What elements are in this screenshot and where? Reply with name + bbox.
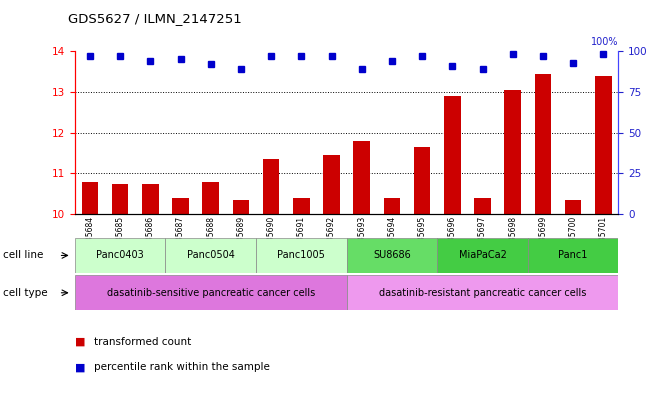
Text: Panc1005: Panc1005 — [277, 250, 326, 261]
Bar — [414, 147, 430, 214]
Bar — [474, 198, 491, 214]
Bar — [505, 90, 521, 214]
Bar — [353, 141, 370, 214]
Bar — [444, 96, 461, 214]
Text: Panc0504: Panc0504 — [187, 250, 235, 261]
Text: cell type: cell type — [3, 288, 48, 298]
Bar — [437, 238, 528, 273]
Text: dasatinib-sensitive pancreatic cancer cells: dasatinib-sensitive pancreatic cancer ce… — [107, 288, 315, 298]
Bar — [346, 275, 618, 310]
Text: Panc0403: Panc0403 — [96, 250, 144, 261]
Text: MiaPaCa2: MiaPaCa2 — [458, 250, 506, 261]
Bar — [256, 238, 346, 273]
Bar — [81, 182, 98, 214]
Bar — [383, 198, 400, 214]
Text: percentile rank within the sample: percentile rank within the sample — [94, 362, 270, 373]
Bar — [595, 75, 612, 214]
Bar — [75, 238, 165, 273]
Bar — [202, 182, 219, 214]
Bar — [75, 275, 346, 310]
Text: dasatinib-resistant pancreatic cancer cells: dasatinib-resistant pancreatic cancer ce… — [379, 288, 587, 298]
Text: Panc1: Panc1 — [559, 250, 588, 261]
Bar — [565, 200, 581, 214]
Bar — [173, 198, 189, 214]
Bar — [232, 200, 249, 214]
Bar — [293, 198, 310, 214]
Bar — [534, 73, 551, 214]
Bar — [142, 184, 159, 214]
Text: transformed count: transformed count — [94, 337, 191, 347]
Text: cell line: cell line — [3, 250, 44, 261]
Text: SU8686: SU8686 — [373, 250, 411, 261]
Bar — [112, 184, 128, 214]
Bar — [324, 155, 340, 214]
Bar — [346, 238, 437, 273]
Bar — [263, 159, 279, 214]
Text: ■: ■ — [75, 337, 85, 347]
Text: ■: ■ — [75, 362, 85, 373]
Bar — [165, 238, 256, 273]
Bar — [528, 238, 618, 273]
Text: GDS5627 / ILMN_2147251: GDS5627 / ILMN_2147251 — [68, 12, 242, 25]
Text: 100%: 100% — [591, 37, 618, 47]
